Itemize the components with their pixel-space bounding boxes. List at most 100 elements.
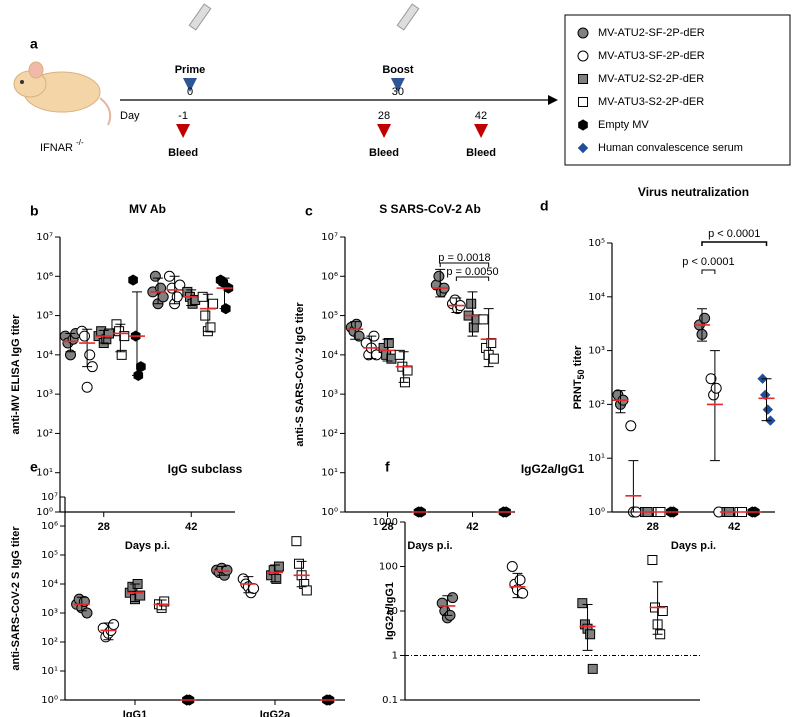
error-bar bbox=[761, 378, 772, 422]
data-point bbox=[135, 590, 146, 601]
p-value: p = 0.0018 bbox=[438, 252, 490, 264]
data-point bbox=[197, 291, 208, 302]
data-point bbox=[466, 298, 477, 309]
bleed-arrow bbox=[176, 124, 191, 138]
error-bar bbox=[709, 350, 720, 462]
y-tick-label: 10⁶ bbox=[41, 521, 58, 532]
panel-letter: c bbox=[305, 203, 313, 219]
y-tick-label: 10⁷ bbox=[41, 492, 58, 503]
panel-letter: b bbox=[30, 203, 39, 219]
y-axis-label: anti-MV ELISA IgG titer bbox=[10, 314, 22, 435]
x-tick-label: 28 bbox=[98, 521, 110, 533]
chart-title: IgG2a/IgG1 bbox=[521, 462, 585, 476]
data-point bbox=[301, 585, 312, 596]
x-tick-label: 28 bbox=[647, 521, 659, 533]
subject-label: IFNAR -/- bbox=[40, 138, 84, 154]
y-tick-label: 10¹ bbox=[41, 666, 58, 677]
y-tick-label: 10⁰ bbox=[321, 507, 338, 518]
chart-title: Virus neutralization bbox=[638, 185, 749, 199]
data-point bbox=[587, 663, 598, 674]
y-tick-label: 10⁰ bbox=[36, 507, 53, 518]
legend-marker bbox=[577, 50, 589, 62]
y-tick-label: 10³ bbox=[41, 608, 58, 619]
y-tick-label: 10³ bbox=[36, 389, 53, 400]
bleed-day: 42 bbox=[475, 110, 487, 122]
data-point bbox=[447, 592, 459, 604]
y-tick-label: 10 bbox=[385, 606, 398, 617]
genotype: -/- bbox=[76, 138, 84, 147]
mouse-icon bbox=[13, 61, 112, 126]
y-tick-label: 10⁷ bbox=[36, 232, 53, 243]
event-label: Prime bbox=[175, 64, 206, 76]
y-tick-label: 10² bbox=[321, 428, 338, 439]
legend-marker bbox=[578, 119, 588, 131]
y-axis-label: anti-SARS-CoV-2 S IgG titer bbox=[10, 526, 22, 671]
data-point bbox=[383, 338, 394, 349]
panel-letter: e bbox=[30, 459, 38, 475]
data-point bbox=[478, 314, 489, 325]
timeline-arrow bbox=[548, 95, 558, 105]
y-axis-label-text: IgG2a/IgG1 bbox=[384, 582, 396, 640]
y-axis-label: IgG2a/IgG1 bbox=[384, 582, 396, 640]
error-bar bbox=[270, 564, 280, 583]
data-point bbox=[291, 536, 302, 547]
significance-bracket bbox=[701, 241, 768, 246]
legend-label: MV-ATU2-SF-2P-dER bbox=[598, 27, 705, 39]
data-point bbox=[351, 318, 362, 330]
error-bar bbox=[350, 321, 361, 340]
syringe-icon bbox=[188, 3, 420, 31]
x-tick-label: IgG2a bbox=[260, 709, 291, 717]
data-point bbox=[625, 420, 637, 432]
data-point bbox=[79, 330, 91, 342]
y-tick-label: 10³ bbox=[321, 389, 338, 400]
p-value: p = 0.0050 bbox=[446, 266, 498, 278]
x-tick-label: 42 bbox=[728, 521, 740, 533]
data-point bbox=[81, 607, 93, 619]
y-tick-label: 10⁴ bbox=[36, 350, 53, 361]
error-bar bbox=[296, 560, 307, 588]
data-point bbox=[488, 353, 499, 364]
event-arrow bbox=[183, 78, 197, 92]
y-axis-label-text: PRNT bbox=[572, 379, 584, 409]
event-day: 30 bbox=[392, 86, 404, 98]
y-tick-label: 10² bbox=[36, 428, 53, 439]
y-tick-label: 10⁷ bbox=[321, 232, 338, 243]
error-bar bbox=[582, 603, 593, 651]
bleed-label: Bleed bbox=[369, 147, 399, 159]
y-tick-label: 1000 bbox=[373, 517, 398, 528]
x-axis-label: Days p.i. bbox=[671, 540, 716, 552]
subject: IFNAR bbox=[40, 142, 73, 154]
y-axis-label-text: anti-S SARS-CoV-2 IgG titer bbox=[294, 302, 306, 447]
error-bar bbox=[219, 277, 230, 310]
error-bar bbox=[512, 572, 523, 599]
data-point bbox=[353, 330, 365, 342]
y-tick-label: 10⁰ bbox=[41, 695, 58, 706]
bleed-day: 28 bbox=[378, 110, 390, 122]
y-tick-label: 10⁴ bbox=[41, 579, 58, 590]
data-point bbox=[248, 582, 260, 594]
error-bar bbox=[103, 622, 114, 641]
data-point bbox=[294, 558, 304, 569]
error-bar bbox=[467, 291, 478, 337]
y-tick-label: 10⁵ bbox=[321, 311, 338, 322]
p-value: p < 0.0001 bbox=[708, 228, 760, 240]
y-tick-label: 10¹ bbox=[588, 453, 605, 464]
legend-marker bbox=[577, 142, 589, 154]
bleed-label: Bleed bbox=[168, 147, 198, 159]
error-bar bbox=[65, 332, 76, 353]
data-point bbox=[108, 619, 120, 631]
error-bar bbox=[615, 390, 626, 414]
data-point bbox=[657, 606, 668, 616]
data-point bbox=[514, 574, 526, 586]
data-point bbox=[116, 349, 127, 360]
panel-letter: f bbox=[385, 459, 390, 475]
data-point bbox=[205, 322, 216, 333]
legend-label: Empty MV bbox=[598, 119, 649, 131]
y-tick-label: 10⁰ bbox=[588, 507, 605, 518]
data-point bbox=[577, 598, 588, 609]
data-point bbox=[128, 274, 138, 286]
bleed-label: Bleed bbox=[466, 147, 496, 159]
event-day: 0 bbox=[187, 86, 193, 98]
y-tick-label: 10⁵ bbox=[36, 311, 53, 322]
error-bar bbox=[186, 289, 197, 307]
